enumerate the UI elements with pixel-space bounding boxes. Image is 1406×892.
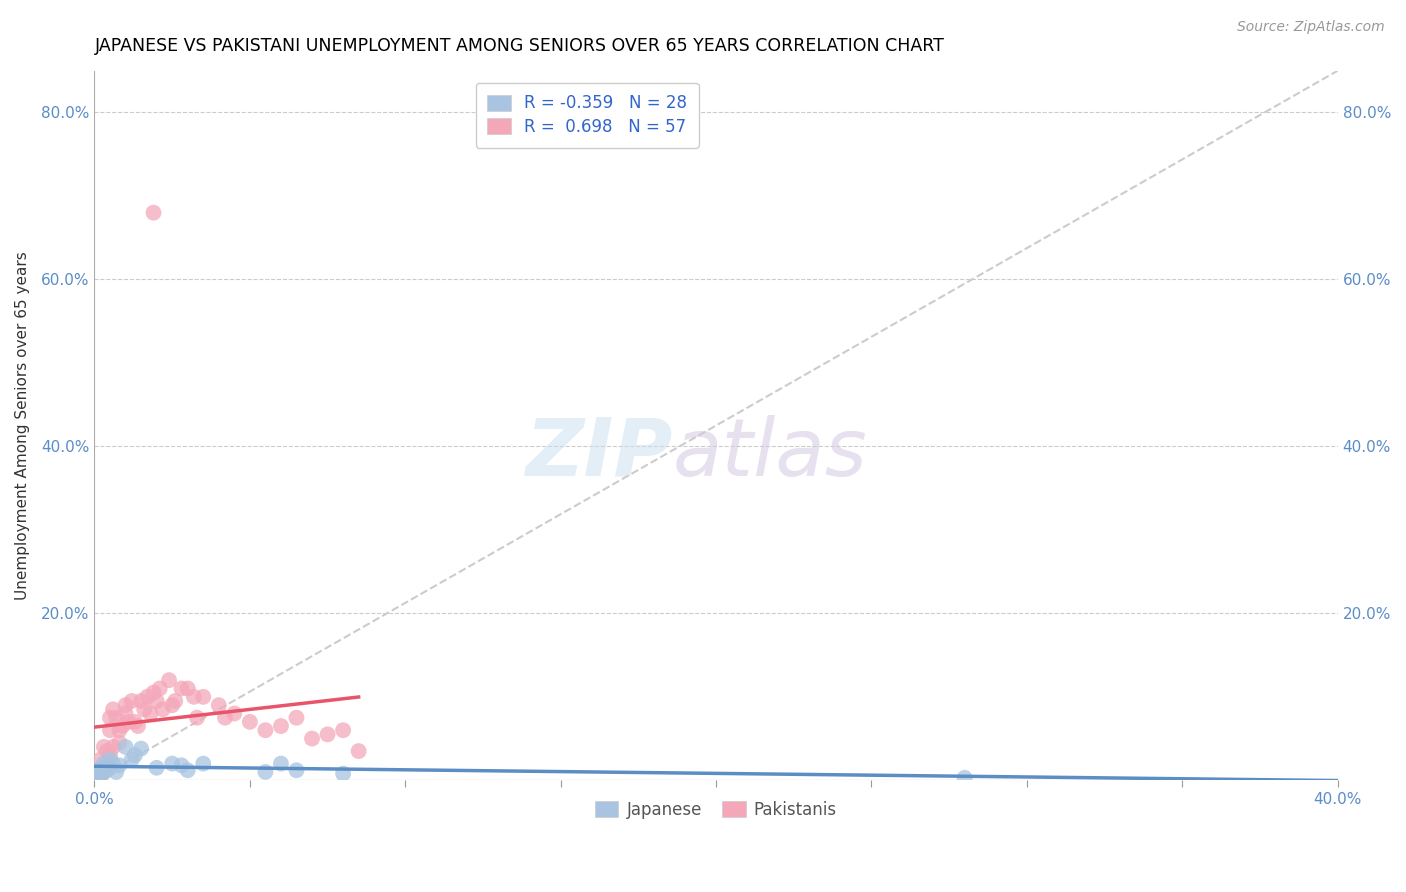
Point — [129, 741, 152, 756]
Point — [83, 773, 105, 788]
Point — [332, 766, 354, 780]
Point — [98, 748, 121, 763]
Point — [134, 702, 156, 716]
Point — [121, 752, 143, 766]
Point — [90, 769, 112, 783]
Point — [285, 764, 308, 778]
Point — [177, 764, 200, 778]
Point — [93, 739, 115, 754]
Y-axis label: Unemployment Among Seniors over 65 years: Unemployment Among Seniors over 65 years — [15, 252, 30, 600]
Point — [193, 690, 215, 704]
Point — [953, 771, 976, 785]
Point — [170, 681, 193, 696]
Point — [129, 694, 152, 708]
Point — [93, 764, 115, 779]
Point — [114, 739, 136, 754]
Legend: Japanese, Pakistanis: Japanese, Pakistanis — [589, 794, 844, 825]
Point — [105, 764, 128, 779]
Point — [86, 764, 108, 779]
Point — [157, 673, 180, 687]
Point — [101, 739, 124, 754]
Point — [270, 756, 292, 771]
Point — [108, 736, 131, 750]
Point — [239, 714, 262, 729]
Point — [83, 773, 105, 788]
Point — [98, 711, 121, 725]
Point — [160, 698, 183, 713]
Point — [101, 702, 124, 716]
Point — [86, 771, 108, 785]
Point — [254, 764, 277, 779]
Point — [108, 723, 131, 738]
Text: Source: ZipAtlas.com: Source: ZipAtlas.com — [1237, 20, 1385, 34]
Point — [270, 719, 292, 733]
Point — [142, 205, 165, 219]
Point — [316, 727, 339, 741]
Point — [83, 769, 105, 783]
Point — [96, 764, 118, 778]
Text: JAPANESE VS PAKISTANI UNEMPLOYMENT AMONG SENIORS OVER 65 YEARS CORRELATION CHART: JAPANESE VS PAKISTANI UNEMPLOYMENT AMONG… — [94, 37, 945, 55]
Point — [186, 711, 208, 725]
Point — [160, 756, 183, 771]
Point — [90, 752, 112, 766]
Point — [136, 690, 159, 704]
Point — [93, 756, 115, 771]
Point — [139, 706, 162, 721]
Point — [177, 681, 200, 696]
Point — [183, 690, 205, 704]
Point — [170, 758, 193, 772]
Point — [96, 744, 118, 758]
Point — [124, 714, 146, 729]
Point — [152, 702, 174, 716]
Point — [121, 694, 143, 708]
Point — [124, 748, 146, 763]
Point — [90, 769, 112, 783]
Point — [145, 761, 167, 775]
Point — [114, 698, 136, 713]
Point — [86, 771, 108, 785]
Point — [142, 686, 165, 700]
Point — [254, 723, 277, 738]
Point — [93, 764, 115, 779]
Point — [98, 761, 121, 775]
Point — [114, 706, 136, 721]
Point — [101, 756, 124, 771]
Point — [96, 756, 118, 771]
Point — [208, 698, 231, 713]
Point — [127, 719, 149, 733]
Point — [90, 761, 112, 775]
Point — [224, 706, 246, 721]
Point — [86, 764, 108, 779]
Point — [86, 769, 108, 783]
Point — [98, 752, 121, 766]
Point — [214, 711, 236, 725]
Point — [108, 758, 131, 772]
Text: ZIP: ZIP — [526, 415, 672, 493]
Point — [98, 723, 121, 738]
Point — [149, 681, 172, 696]
Point — [332, 723, 354, 738]
Point — [347, 744, 370, 758]
Point — [93, 761, 115, 775]
Point — [301, 731, 323, 746]
Point — [193, 756, 215, 771]
Point — [90, 764, 112, 778]
Point — [111, 719, 134, 733]
Point — [105, 711, 128, 725]
Point — [83, 764, 105, 779]
Point — [83, 769, 105, 783]
Point — [145, 694, 167, 708]
Point — [285, 711, 308, 725]
Text: atlas: atlas — [672, 415, 868, 493]
Point — [118, 714, 141, 729]
Point — [165, 694, 187, 708]
